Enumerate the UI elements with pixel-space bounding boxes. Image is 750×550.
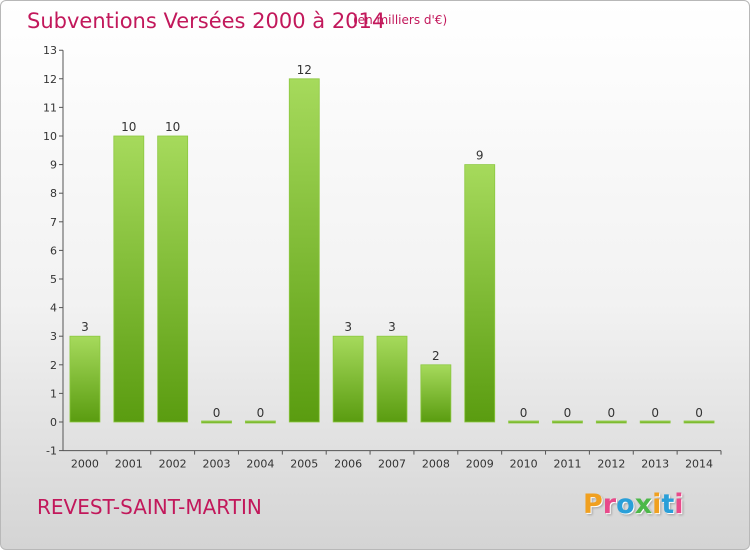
logo-letter: i <box>674 489 684 520</box>
data-label: 0 <box>608 406 616 420</box>
y-tick-label: 1 <box>50 387 57 400</box>
x-tick-label: 2010 <box>510 458 538 471</box>
x-tick-label: 2013 <box>641 458 669 471</box>
chart-title: Subventions Versées 2000 à 2014 <box>27 9 386 33</box>
bar <box>332 335 364 423</box>
data-label: 0 <box>651 406 659 420</box>
data-label: 0 <box>257 406 265 420</box>
y-tick-label: -1 <box>46 445 57 458</box>
data-label: 10 <box>121 120 136 134</box>
bar <box>376 335 408 423</box>
bar <box>113 135 145 423</box>
data-label: 12 <box>297 63 312 77</box>
y-tick-label: 6 <box>50 244 57 257</box>
logo-letter: P <box>583 489 603 520</box>
data-label: 9 <box>476 149 484 163</box>
bar <box>244 420 276 424</box>
bar <box>69 335 101 423</box>
x-tick-label: 2006 <box>334 458 362 471</box>
data-label: 0 <box>695 406 703 420</box>
logo-letter: o <box>616 489 635 520</box>
x-tick-label: 2012 <box>597 458 625 471</box>
y-tick-label: 3 <box>50 330 57 343</box>
x-tick-label: 2007 <box>378 458 406 471</box>
y-tick-label: 11 <box>43 101 57 114</box>
bar <box>288 78 320 423</box>
bar <box>683 420 715 424</box>
data-label: 0 <box>564 406 572 420</box>
bar <box>420 364 452 423</box>
chart-subtitle: (en milliers d'€) <box>353 13 448 27</box>
x-tick-label: 2008 <box>422 458 450 471</box>
y-tick-label: 8 <box>50 187 57 200</box>
x-tick-label: 2014 <box>685 458 713 471</box>
data-label: 0 <box>213 406 221 420</box>
x-tick-label: 2005 <box>290 458 318 471</box>
x-tick-label: 2001 <box>115 458 143 471</box>
logo-letter: t <box>661 489 675 520</box>
bar <box>552 420 583 424</box>
x-tick-label: 2004 <box>246 458 274 471</box>
bar <box>639 420 671 424</box>
chart-bars <box>69 78 715 424</box>
chart-labels: 3 10 10 0 0 12 3 3 2 9 0 0 0 0 0 <box>81 63 703 420</box>
proxiti-logo: Proxiti <box>583 489 693 525</box>
y-tick-label: 5 <box>50 273 57 286</box>
x-tick-label: 2002 <box>159 458 187 471</box>
data-label: 10 <box>165 120 180 134</box>
x-tick-label: 2003 <box>203 458 231 471</box>
data-label: 0 <box>520 406 528 420</box>
y-tick-label: 2 <box>50 359 57 372</box>
logo-letter: i <box>652 489 662 520</box>
x-tick-label: 2009 <box>466 458 494 471</box>
x-tick-label: 2011 <box>553 458 581 471</box>
place-name: REVEST-SAINT-MARTIN <box>37 495 262 519</box>
y-tick-label: 0 <box>50 416 57 429</box>
y-tick-label: 10 <box>43 130 57 143</box>
data-label: 2 <box>432 349 440 363</box>
bar <box>508 420 540 424</box>
y-tick-label: 9 <box>50 159 57 172</box>
bar <box>157 135 189 423</box>
logo-letter: x <box>634 489 653 520</box>
bar <box>464 164 496 423</box>
data-label: 3 <box>81 320 89 334</box>
bar <box>595 420 627 424</box>
y-tick-label: 13 <box>43 44 57 57</box>
bar <box>201 420 232 424</box>
y-tick-label: 4 <box>50 302 57 315</box>
y-tick-label: 7 <box>50 216 57 229</box>
data-label: 3 <box>344 320 352 334</box>
x-tick-label: 2000 <box>71 458 99 471</box>
y-tick-label: 12 <box>43 73 57 86</box>
data-label: 3 <box>388 320 396 334</box>
logo-letter: r <box>602 489 617 520</box>
